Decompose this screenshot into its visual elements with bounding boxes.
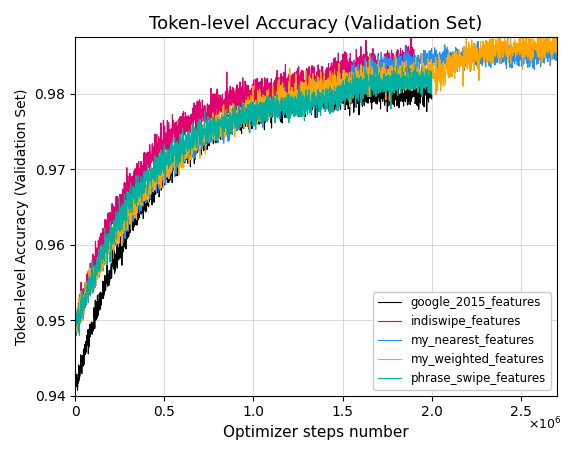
my_weighted_features <box>539 56 546 61</box>
Text: $\times10^6$: $\times10^6$ <box>528 415 562 432</box>
my_weighted_features <box>522 24 529 29</box>
my_nearest_features <box>293 88 300 94</box>
my_nearest_features <box>504 36 511 41</box>
my_nearest_features <box>306 105 313 111</box>
indiswipe_features <box>228 103 234 108</box>
my_nearest_features <box>540 60 547 65</box>
my_weighted_features <box>306 73 313 78</box>
Title: Token-level Accuracy (Validation Set): Token-level Accuracy (Validation Set) <box>149 15 483 33</box>
phrase_swipe_features <box>418 66 425 71</box>
phrase_swipe_features <box>412 62 419 68</box>
phrase_swipe_features <box>245 103 252 108</box>
Legend: google_2015_features, indiswipe_features, my_nearest_features, my_weighted_featu: google_2015_features, indiswipe_features… <box>373 292 551 390</box>
indiswipe_features <box>237 79 244 85</box>
indiswipe_features <box>401 50 408 56</box>
phrase_swipe_features <box>418 64 425 70</box>
my_nearest_features <box>553 57 560 63</box>
google_2015_features <box>71 383 78 388</box>
my_weighted_features <box>71 330 78 335</box>
phrase_swipe_features <box>71 325 78 331</box>
google_2015_features <box>353 95 359 101</box>
phrase_swipe_features <box>90 285 97 290</box>
google_2015_features <box>74 388 81 393</box>
phrase_swipe_features <box>76 333 83 338</box>
indiswipe_features <box>339 66 346 71</box>
indiswipe_features <box>71 326 78 332</box>
indiswipe_features <box>408 35 415 41</box>
phrase_swipe_features <box>429 73 435 79</box>
my_weighted_features <box>96 272 103 278</box>
google_2015_features <box>90 323 97 329</box>
my_weighted_features <box>293 91 300 96</box>
google_2015_features <box>245 119 252 124</box>
my_weighted_features <box>451 66 458 71</box>
indiswipe_features <box>89 256 96 262</box>
Line: phrase_swipe_features: phrase_swipe_features <box>75 65 432 335</box>
my_nearest_features <box>539 51 546 57</box>
phrase_swipe_features <box>353 91 359 96</box>
google_2015_features <box>418 90 425 95</box>
indiswipe_features <box>73 333 79 339</box>
my_weighted_features <box>539 42 546 48</box>
google_2015_features <box>418 94 425 99</box>
indiswipe_features <box>411 56 418 62</box>
my_nearest_features <box>71 326 78 331</box>
google_2015_features <box>429 96 435 101</box>
my_nearest_features <box>97 260 104 266</box>
Y-axis label: Token-level Accuracy (Validation Set): Token-level Accuracy (Validation Set) <box>15 88 29 345</box>
google_2015_features <box>421 72 428 78</box>
Line: my_weighted_features: my_weighted_features <box>75 26 556 333</box>
X-axis label: Optimizer steps number: Optimizer steps number <box>223 425 409 440</box>
google_2015_features <box>236 112 242 117</box>
my_nearest_features <box>73 332 80 337</box>
my_nearest_features <box>451 65 458 71</box>
indiswipe_features <box>401 64 408 69</box>
Line: google_2015_features: google_2015_features <box>75 75 432 390</box>
my_weighted_features <box>553 28 560 34</box>
phrase_swipe_features <box>236 103 242 109</box>
Line: my_nearest_features: my_nearest_features <box>75 39 556 334</box>
Line: indiswipe_features: indiswipe_features <box>75 38 414 336</box>
